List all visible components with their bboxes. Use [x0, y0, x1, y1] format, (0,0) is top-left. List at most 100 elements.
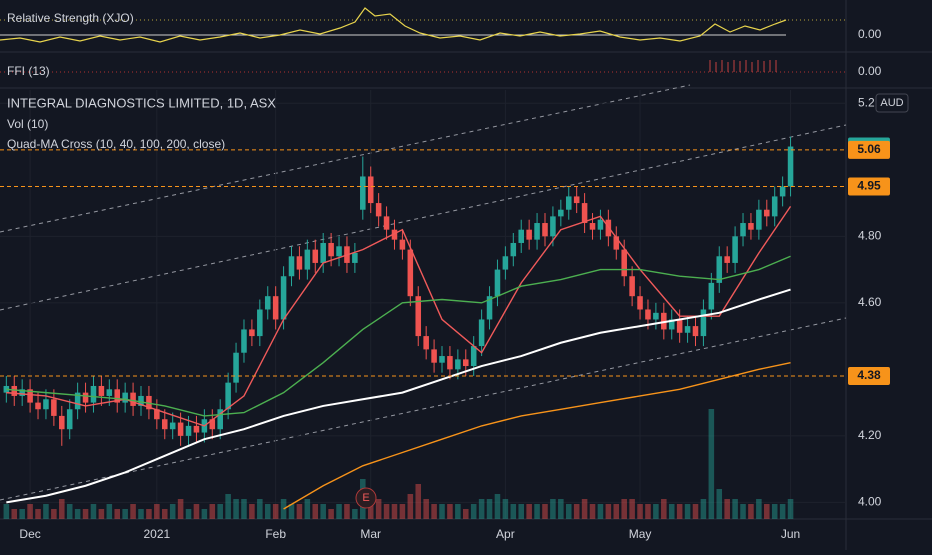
candle-body	[106, 389, 113, 396]
price-label: 5.06	[857, 142, 881, 156]
candle-body	[431, 349, 437, 363]
volume-bar	[177, 499, 184, 519]
candle-body	[748, 223, 754, 230]
candle-body	[526, 229, 532, 240]
volume-bar	[344, 504, 350, 519]
volume-bar	[692, 504, 699, 519]
candle-body	[621, 249, 627, 277]
candle-body	[463, 359, 469, 367]
volume-bar	[399, 504, 406, 519]
volume-bar	[700, 499, 707, 519]
volume-bar	[114, 509, 121, 519]
volume-bar	[463, 509, 469, 519]
volume-bar	[407, 494, 414, 519]
volume-bar	[645, 504, 651, 519]
candle-body	[613, 236, 620, 250]
volume-bar	[264, 504, 271, 519]
volume-bar	[629, 499, 635, 519]
y-tick-label: 4.00	[858, 495, 882, 509]
candle-body	[407, 249, 414, 297]
volume-bar	[613, 504, 620, 519]
candle-body	[217, 409, 223, 430]
volume-bar	[756, 499, 762, 519]
volume-bar	[431, 504, 437, 519]
volume-bar	[193, 504, 200, 519]
volume-bar	[312, 504, 319, 519]
candle-body	[66, 409, 73, 430]
candle-body	[288, 256, 295, 277]
volume-bar	[217, 504, 223, 519]
y-tick-label: 4.60	[858, 295, 882, 309]
candle-body	[637, 296, 643, 310]
x-tick-label: Feb	[265, 527, 286, 541]
volume-bar	[82, 509, 89, 519]
volume-bar	[185, 509, 192, 519]
volume-bar	[257, 499, 263, 519]
candle-body	[375, 203, 382, 217]
candle-body	[415, 296, 422, 337]
candle-body	[684, 326, 691, 333]
candle-body	[676, 319, 683, 333]
earnings-marker[interactable]	[355, 487, 377, 509]
candle-body	[700, 309, 707, 337]
volume-bar	[558, 499, 564, 519]
candle-body	[779, 186, 786, 197]
candle-body	[74, 392, 81, 410]
x-tick-label: 2021	[143, 527, 170, 541]
candle-body	[367, 176, 374, 204]
candle-body	[708, 282, 715, 310]
volume-bar	[59, 499, 65, 519]
candle-body	[82, 392, 89, 403]
volume-bar	[3, 504, 10, 519]
candle-body	[114, 389, 121, 403]
volume-bar	[225, 494, 231, 519]
volume-bar	[581, 499, 588, 519]
volume-bar	[565, 504, 572, 519]
volume-bar	[375, 499, 382, 519]
volume-bar	[764, 504, 770, 519]
volume-bar	[684, 504, 691, 519]
volume-bar	[748, 504, 754, 519]
price-label-box	[848, 367, 890, 385]
volume-bar	[518, 504, 524, 519]
candle-body	[423, 336, 429, 350]
volume-bar	[676, 504, 683, 519]
x-tick-label: May	[629, 527, 652, 541]
currency: AUD	[880, 97, 903, 109]
candle-body	[573, 196, 580, 204]
volume-bar	[470, 504, 477, 519]
volume-bar	[486, 499, 493, 519]
price-label-box	[848, 177, 890, 196]
candle-body	[470, 346, 477, 367]
x-tick-label: Mar	[360, 527, 381, 541]
candle-body	[233, 352, 239, 383]
candle-body	[35, 402, 41, 410]
y-tick-label: 4.20	[858, 428, 882, 442]
ma-line	[283, 362, 791, 510]
volume-bar	[661, 499, 667, 519]
candle-body	[439, 356, 445, 363]
volume-bar	[11, 509, 18, 519]
candle-body	[161, 419, 168, 430]
candle-body	[257, 309, 263, 337]
currency-box[interactable]	[875, 93, 909, 113]
rs-line	[0, 7, 787, 43]
x-tick-label: Dec	[19, 527, 40, 541]
candle-body	[169, 422, 176, 430]
ma-line	[6, 288, 791, 504]
volume-bar	[19, 509, 25, 519]
volume-bar	[423, 499, 429, 519]
volume-bar	[771, 504, 778, 519]
volume-bar	[288, 504, 295, 519]
candle-body	[122, 392, 128, 403]
candle-body	[494, 269, 501, 297]
ffi-value: 0.00	[858, 64, 882, 78]
volume-bar	[209, 504, 216, 519]
candle-body	[565, 196, 572, 210]
candle-body	[90, 385, 97, 403]
candle-body	[447, 356, 453, 370]
volume-bar	[43, 504, 49, 519]
candle-body	[629, 276, 635, 297]
candle-body	[264, 296, 271, 310]
